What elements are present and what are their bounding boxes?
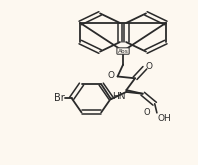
Text: O: O bbox=[144, 108, 150, 117]
Text: O: O bbox=[146, 62, 153, 71]
Text: HN: HN bbox=[112, 92, 125, 101]
Text: Abs: Abs bbox=[118, 49, 129, 53]
Text: OH: OH bbox=[158, 114, 172, 123]
Text: Br: Br bbox=[54, 93, 65, 103]
Text: O: O bbox=[108, 71, 115, 80]
